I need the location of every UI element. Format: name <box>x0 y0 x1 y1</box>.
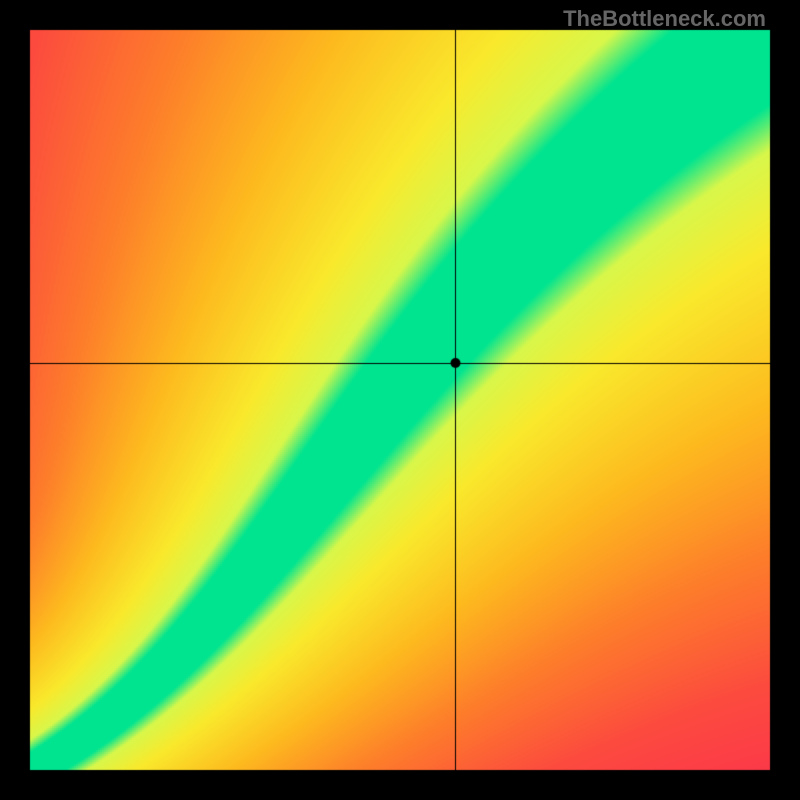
heatmap-canvas <box>0 0 800 800</box>
chart-container: TheBottleneck.com <box>0 0 800 800</box>
